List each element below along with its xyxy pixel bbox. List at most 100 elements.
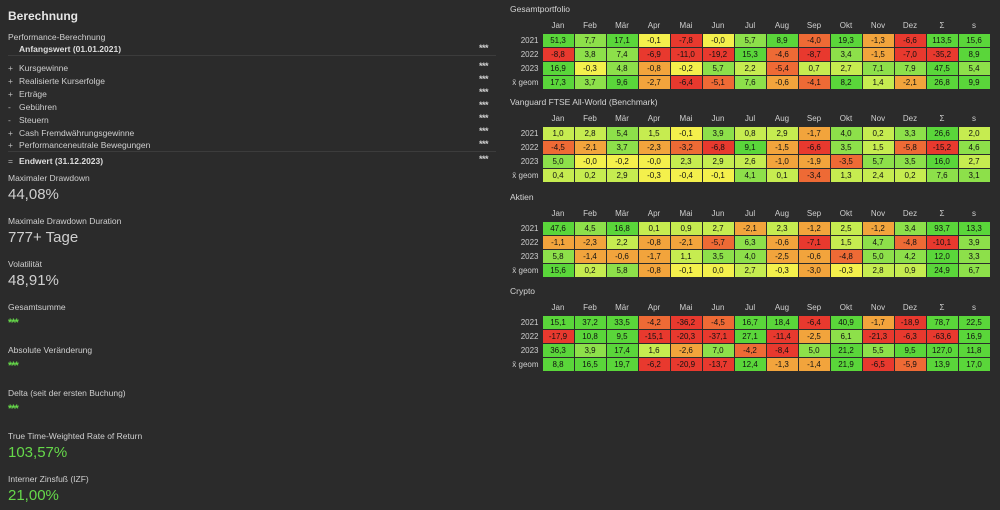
return-cell: 2,7 — [701, 220, 735, 236]
panel-title: Berechnung — [8, 9, 79, 23]
return-cell: -8,8 — [541, 46, 575, 62]
performance-row[interactable]: - Gebühren *** — [8, 100, 496, 113]
return-cell: 15,1 — [541, 314, 575, 330]
return-cell: 2,7 — [829, 60, 863, 76]
return-cell: 26,8 — [925, 74, 959, 90]
return-cell: -0,3 — [765, 262, 799, 278]
return-cell: -6,3 — [893, 328, 927, 344]
return-cell: 40,9 — [829, 314, 863, 330]
hidden-value: *** — [478, 74, 489, 84]
stat-label: Interner Zinsfuß (IZF) — [8, 474, 89, 484]
stat-value: 21,00% — [8, 487, 59, 504]
performance-row[interactable]: Anfangswert (01.01.2021) *** — [8, 43, 496, 56]
row-operator: - — [8, 114, 11, 125]
return-cell: -1,7 — [637, 248, 671, 264]
hidden-value: *** — [478, 87, 489, 97]
column-header: Apr — [647, 209, 661, 219]
performance-row[interactable]: + Realisierte Kurserfolge *** — [8, 74, 496, 87]
return-cell: -0,0 — [573, 153, 607, 169]
column-header: Mai — [679, 21, 693, 31]
return-cell: 37,2 — [573, 314, 607, 330]
return-cell: -3,2 — [669, 139, 703, 155]
return-cell: 5,8 — [541, 248, 575, 264]
column-header: Σ — [939, 21, 945, 31]
year-label: 2023 — [520, 63, 539, 73]
column-header: Feb — [583, 114, 597, 124]
return-cell: 51,3 — [541, 32, 575, 48]
return-cell: 5,7 — [861, 153, 895, 169]
stat-item: Absolute Veränderung *** — [8, 345, 496, 382]
performance-row[interactable]: + Kursgewinne *** — [8, 61, 496, 74]
performance-row[interactable]: = Endwert (31.12.2023) *** — [8, 154, 496, 167]
return-cell: 78,7 — [925, 314, 959, 330]
stat-item: Maximaler Drawdown 44,08% — [8, 173, 496, 210]
performance-row[interactable]: + Cash Fremdwährungsgewinne *** — [8, 126, 496, 139]
return-cell: 9,9 — [957, 74, 991, 90]
return-cell: 24,9 — [925, 262, 959, 278]
column-header: Nov — [870, 114, 886, 124]
return-cell: 9,5 — [893, 342, 927, 358]
performance-row[interactable]: + Erträge *** — [8, 87, 496, 100]
return-cell: -7,0 — [893, 46, 927, 62]
return-cell: 0,9 — [669, 220, 703, 236]
return-cell: 2,9 — [701, 153, 735, 169]
return-cell: 16,7 — [733, 314, 767, 330]
row-operator: + — [8, 140, 13, 150]
column-header: s — [972, 21, 976, 31]
year-label: 2022 — [520, 142, 539, 152]
return-cell: 17,4 — [605, 342, 639, 358]
return-cell: 0,0 — [701, 262, 735, 278]
return-cell: 13,9 — [925, 356, 959, 372]
return-cell: -15,1 — [637, 328, 671, 344]
return-cell: -7,1 — [797, 234, 831, 250]
year-header — [506, 207, 542, 221]
row-label: Endwert (31.12.2023) — [19, 155, 104, 166]
return-cell: 2,6 — [733, 153, 767, 169]
return-cell: 36,3 — [541, 342, 575, 358]
return-cell: 3,3 — [893, 125, 927, 141]
return-cell: 1,1 — [669, 248, 703, 264]
row-label: Anfangswert (01.01.2021) — [19, 44, 122, 54]
year-label: 2023 — [520, 251, 539, 261]
return-cell: 5,4 — [605, 125, 639, 141]
return-cell: 15,6 — [541, 262, 575, 278]
hidden-value: *** — [478, 100, 489, 110]
column-header: s — [972, 303, 976, 313]
section-title: Aktien — [510, 192, 534, 202]
return-cell: -6,8 — [701, 139, 735, 155]
return-cell: 4,8 — [605, 60, 639, 76]
return-cell: -3,5 — [829, 153, 863, 169]
performance-row[interactable]: - Steuern *** — [8, 113, 496, 126]
return-cell: -4,2 — [733, 342, 767, 358]
performance-row[interactable]: + Performanceneutrale Bewegungen *** — [8, 139, 496, 152]
return-cell: 5,0 — [541, 153, 575, 169]
return-cell: 3,3 — [957, 248, 991, 264]
year-label: x̄ geom — [512, 265, 539, 275]
return-cell: 2,2 — [733, 60, 767, 76]
return-cell: 47,5 — [925, 60, 959, 76]
return-cell: 3,1 — [957, 167, 991, 183]
return-cell: 1,6 — [637, 342, 671, 358]
return-cell: 4,6 — [957, 139, 991, 155]
return-cell: -63,6 — [925, 328, 959, 344]
column-header: Nov — [870, 303, 886, 313]
row-label: Realisierte Kurserfolge — [19, 75, 105, 86]
return-cell: -4,5 — [701, 314, 735, 330]
return-cell: -5,7 — [701, 234, 735, 250]
year-label: 2021 — [520, 128, 539, 138]
return-cell: 0,2 — [573, 262, 607, 278]
performance-rows: Anfangswert (01.01.2021) *** + Kursgewinne *… — [8, 43, 496, 167]
return-cell: -0,1 — [669, 262, 703, 278]
stat-label: Absolute Veränderung — [8, 345, 93, 355]
return-cell: 3,9 — [957, 234, 991, 250]
return-cell: -20,3 — [669, 328, 703, 344]
return-cell: 0,9 — [893, 262, 927, 278]
returns-section: Crypto Jan Feb Mär Apr Mai Jun Jul Aug Sep Okt Nov D… — [506, 286, 1000, 378]
stat-value: 44,08% — [8, 186, 59, 203]
return-cell: 0,2 — [861, 125, 895, 141]
return-cell: -0,2 — [605, 153, 639, 169]
return-cell: -18,9 — [893, 314, 927, 330]
return-cell: -0,6 — [765, 74, 799, 90]
year-label: 2023 — [520, 345, 539, 355]
